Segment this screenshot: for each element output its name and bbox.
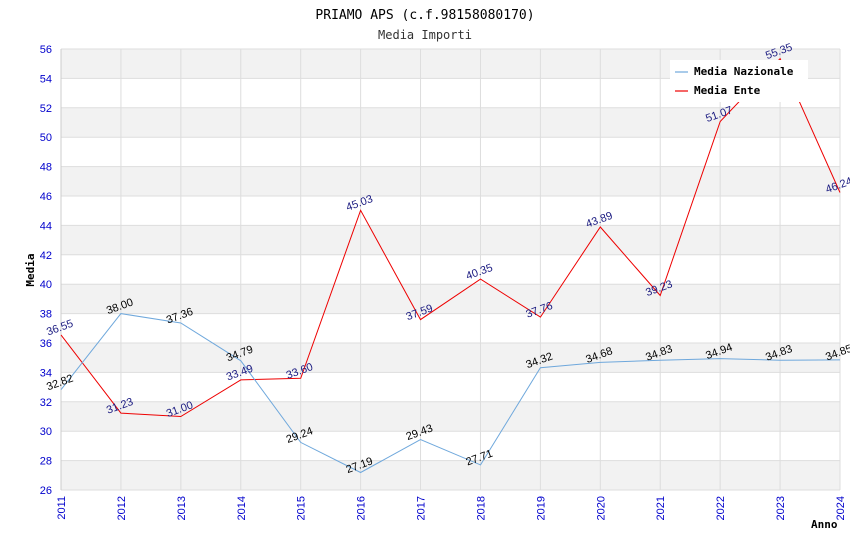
plot-band [61, 313, 840, 343]
x-tick-label: 2019 [535, 496, 547, 520]
y-tick-label: 32 [40, 397, 52, 409]
x-tick-label: 2015 [296, 496, 308, 520]
x-tick-label: 2021 [655, 496, 667, 520]
y-tick-label: 38 [40, 309, 52, 321]
chart-subtitle: Media Importi [378, 28, 472, 42]
plot-band [61, 166, 840, 196]
plot-band [61, 225, 840, 255]
y-axis-label: Media [24, 253, 37, 286]
series-lines [60, 57, 841, 474]
x-tick-label: 2022 [715, 496, 727, 520]
y-tick-label: 28 [40, 456, 52, 468]
x-tick-label: 2018 [475, 496, 487, 520]
legend: Media Nazionale Media Ente [670, 60, 808, 102]
plot-background-bands [61, 49, 840, 490]
y-tick-label: 52 [40, 103, 52, 115]
x-tick-label: 2016 [356, 496, 368, 520]
plot-band [61, 107, 840, 138]
plot-band [61, 343, 840, 373]
plot-band [61, 254, 840, 285]
y-tick-label: 40 [40, 279, 52, 291]
y-tick-label: 30 [40, 426, 52, 438]
plot-band [61, 137, 840, 167]
plot-band [61, 196, 840, 226]
x-tick-label: 2020 [595, 496, 607, 520]
plot-band [61, 431, 840, 461]
plot-band [61, 401, 840, 432]
y-tick-label: 50 [40, 132, 52, 144]
chart-title: PRIAMO APS (c.f.98158080170) [315, 8, 534, 23]
y-tick-labels: 26 28 30 32 34 36 38 40 42 44 46 48 50 52 54 56 [40, 44, 52, 497]
series-line-ente [60, 57, 841, 418]
x-tick-label: 2024 [835, 496, 847, 520]
x-tick-label: 2013 [176, 496, 188, 520]
x-axis-label: Anno [811, 518, 838, 531]
x-tick-labels: 2011 2012 2013 2014 2015 2016 2017 2018 2019 2020… [56, 496, 847, 520]
y-tick-label: 56 [40, 44, 52, 56]
legend-label-nazionale: Media Nazionale [694, 65, 794, 78]
x-tick-label: 2023 [775, 496, 787, 520]
y-tick-label: 46 [40, 191, 52, 203]
legend-box [670, 60, 808, 102]
y-tick-label: 26 [40, 485, 52, 497]
y-tick-label: 36 [40, 338, 52, 350]
y-tick-label: 34 [40, 367, 52, 379]
x-tick-label: 2011 [56, 496, 68, 520]
y-tick-label: 48 [40, 162, 52, 174]
y-tick-label: 42 [40, 250, 52, 262]
gridlines [60, 48, 841, 491]
y-tick-label: 54 [40, 73, 52, 85]
x-tick-label: 2012 [116, 496, 128, 520]
x-tick-label: 2014 [236, 496, 248, 520]
series-line-nazionale [60, 313, 841, 474]
plot-band [61, 460, 840, 490]
y-tick-label: 44 [40, 220, 52, 232]
plot-band [61, 372, 840, 402]
legend-label-ente: Media Ente [694, 84, 761, 97]
x-tick-label: 2017 [416, 496, 428, 520]
